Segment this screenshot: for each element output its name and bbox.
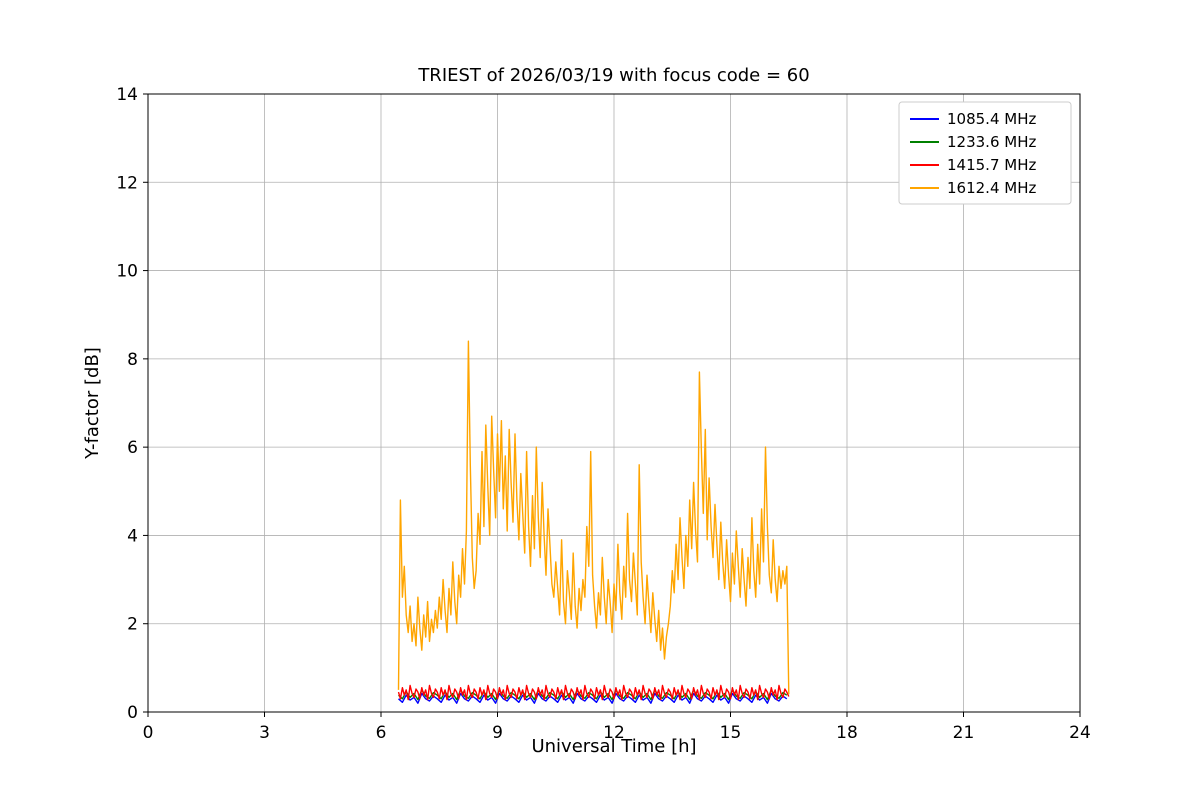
series-line-1612-4-mhz: [397, 340, 790, 695]
y-tick-label: 0: [127, 703, 138, 723]
legend-label: 1415.7 MHz: [947, 156, 1036, 174]
y-tick-label: 8: [127, 350, 138, 370]
legend-label: 1233.6 MHz: [947, 133, 1036, 151]
y-tick-label: 12: [116, 173, 138, 193]
x-tick-label: 15: [720, 723, 742, 743]
x-tick-label: 18: [836, 723, 858, 743]
x-tick-label: 9: [492, 723, 503, 743]
legend-label: 1612.4 MHz: [947, 179, 1036, 197]
x-axis-label: Universal Time [h]: [531, 736, 696, 757]
x-tick-label: 12: [603, 723, 625, 743]
y-tick-label: 4: [127, 526, 138, 546]
x-tick-label: 3: [259, 723, 270, 743]
y-tick-label: 2: [127, 615, 138, 635]
x-tick-label: 24: [1069, 723, 1091, 743]
series-line-1415-7-mhz: [397, 684, 790, 701]
x-tick-label: 21: [953, 723, 975, 743]
legend-label: 1085.4 MHz: [947, 110, 1036, 128]
x-tick-label: 6: [376, 723, 387, 743]
legend-layer: 1085.4 MHz 1233.6 MHz 1415.7 MHz 1612.4 MHz: [898, 101, 1072, 205]
y-axis-label: Y-factor [dB]: [82, 347, 103, 460]
y-tick-label: 6: [127, 438, 138, 458]
y-tick-label: 14: [116, 85, 138, 105]
series-line-1085-4-mhz: [398, 692, 788, 704]
x-tick-label: 0: [143, 723, 154, 743]
y-tick-label: 10: [116, 262, 138, 282]
series-layer: [397, 340, 790, 704]
legend-box: [898, 101, 1072, 205]
chart-title: TRIEST of 2026/03/19 with focus code = 6…: [417, 65, 809, 86]
